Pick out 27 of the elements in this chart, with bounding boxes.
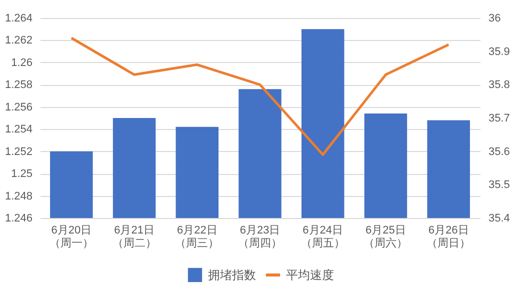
line-series (70, 36, 450, 156)
x-tick-label: 6月23日（周四） (238, 224, 282, 250)
y-tick-label: 1.248 (4, 190, 32, 202)
x-tick-label: 6月25日（周六） (364, 224, 408, 250)
x-tick-label: 6月20日（周一） (49, 224, 94, 250)
x-tick-label: 6月22日（周三） (175, 224, 220, 250)
y2-tick-label: 35.7 (488, 112, 510, 124)
y-tick-label: 1.264 (4, 12, 32, 24)
y2-tick-label: 35.5 (488, 179, 510, 192)
y-tick-label: 1.256 (4, 101, 32, 114)
x-tick-label: 6月26日（周日） (426, 224, 471, 250)
y-tick-label: 1.252 (4, 146, 32, 158)
y2-tick-label: 35.8 (488, 79, 510, 92)
y-tick-label: 1.25 (11, 168, 32, 180)
x-tick-label: 6月24日（周五） (300, 224, 345, 250)
legend-label: 拥堵指数 (208, 268, 256, 282)
y-tick-label: 1.258 (4, 79, 32, 92)
legend-label: 平均速度 (286, 268, 334, 282)
y-tick-label: 1.262 (4, 34, 32, 47)
y2-tick-label: 36 (488, 12, 501, 24)
y2-tick-label: 35.9 (488, 46, 510, 58)
y-tick-label: 1.246 (4, 212, 32, 224)
y2-tick-label: 35.4 (488, 212, 510, 224)
y-tick-label: 1.254 (4, 124, 32, 136)
x-tick-label: 6月21日（周二） (112, 224, 156, 250)
y-tick-label: 1.26 (11, 56, 32, 69)
y2-tick-label: 35.6 (488, 146, 510, 158)
